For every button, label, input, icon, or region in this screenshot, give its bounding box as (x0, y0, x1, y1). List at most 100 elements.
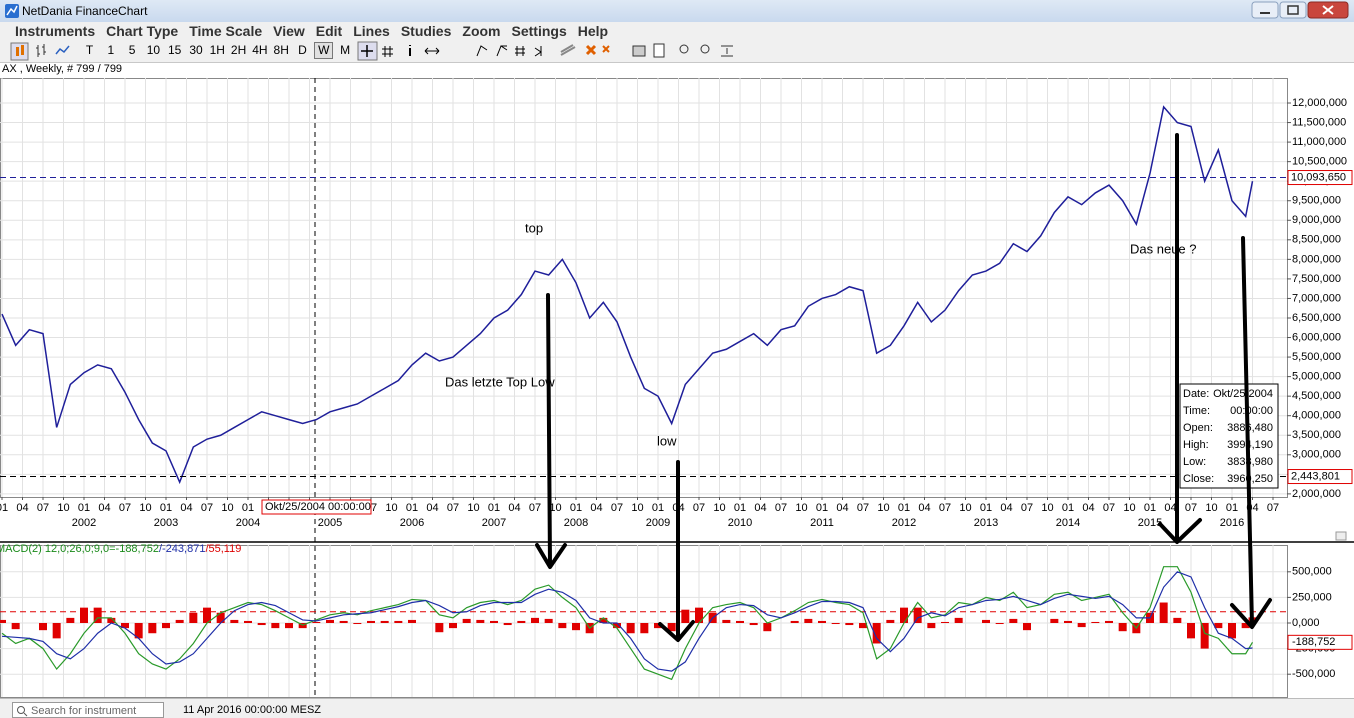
menu-item[interactable]: Studies (400, 23, 452, 39)
info-key: High: (1183, 439, 1209, 451)
info-key: Date: (1183, 388, 1209, 400)
y-tick-label: 4,500,000 (1292, 390, 1341, 402)
x-tick-label: 07 (529, 502, 541, 514)
menu-item[interactable]: Edit (315, 23, 343, 39)
menu-item[interactable]: Chart Type (106, 23, 179, 39)
zoom-in-button[interactable] (679, 44, 689, 54)
panel-button[interactable] (1335, 531, 1347, 541)
period-button[interactable]: 1H (209, 43, 225, 57)
period-button[interactable]: 2H (230, 43, 247, 57)
histogram-bar (93, 607, 102, 623)
menu-item[interactable]: Help (577, 23, 609, 39)
period-button[interactable]: W (314, 42, 334, 59)
zoom-fit-button[interactable] (721, 45, 733, 57)
search-input[interactable]: Search for instrument (12, 702, 164, 718)
period-button[interactable]: 8H (273, 43, 289, 57)
x-tick-label: 10 (1041, 502, 1053, 514)
y-tick-label: 8,000,000 (1292, 253, 1341, 265)
histogram-bar (640, 622, 649, 634)
year-label: 2008 (564, 517, 588, 529)
x-tick-label: 10 (139, 502, 151, 514)
year-label: 2009 (646, 517, 670, 529)
histogram-bar (954, 617, 963, 623)
bar-button[interactable] (36, 44, 46, 57)
x-tick-label: 07 (857, 502, 869, 514)
grid-button[interactable] (382, 46, 393, 57)
menu-item[interactable]: Settings (511, 23, 567, 39)
x-tick-label: 01 (1226, 502, 1238, 514)
legend-part: MACD(2) 12,0;26,0;9,0=-188,752 (0, 543, 159, 555)
zoom-out-button[interactable] (700, 44, 710, 54)
draw-tool[interactable] (560, 44, 576, 56)
year-label: 2002 (72, 517, 96, 529)
draw-tool[interactable] (534, 46, 542, 57)
scale-button[interactable] (424, 47, 440, 55)
annotation: Das letzte Top Low (445, 374, 555, 389)
x-tick-label: 04 (426, 502, 438, 514)
histogram-bar (1023, 622, 1031, 631)
draw-tool[interactable] (476, 45, 488, 57)
preview-button[interactable] (653, 43, 665, 58)
draw-tool[interactable] (496, 45, 508, 57)
x-tick-label: 01 (816, 502, 828, 514)
annotation: top (525, 220, 543, 235)
year-label: 2006 (400, 517, 424, 529)
period-button[interactable]: T (85, 43, 94, 57)
minimize-button[interactable] (1251, 1, 1279, 19)
period-button[interactable]: 30 (189, 43, 203, 57)
y-tick-label: -500,000 (1292, 668, 1335, 680)
y-tick-label: 8,500,000 (1292, 234, 1341, 246)
menu-item[interactable]: View (273, 23, 305, 39)
histogram-bar (845, 622, 854, 626)
delete-all-button[interactable] (602, 45, 610, 53)
period-button[interactable]: 5 (128, 43, 136, 57)
x-tick-label: 10 (1123, 502, 1135, 514)
y-tick-label: 0,000 (1292, 617, 1320, 629)
y-tick-label: 11,500,000 (1292, 116, 1346, 128)
menu-item[interactable]: Zoom (462, 23, 501, 39)
period-button[interactable]: 1 (107, 43, 115, 57)
period-button[interactable]: 10 (146, 43, 161, 57)
year-label: 2014 (1056, 517, 1080, 529)
menu-item[interactable]: Time Scale (189, 23, 263, 39)
arrow (658, 460, 695, 642)
candle-button[interactable] (10, 42, 29, 61)
period-button[interactable]: D (298, 43, 307, 57)
macd-line (1, 571, 1253, 672)
x-tick-label: 04 (1000, 502, 1012, 514)
menu-item[interactable]: Lines (353, 23, 390, 39)
histogram-bar (1091, 621, 1100, 623)
menu-item[interactable]: Instruments (15, 23, 96, 39)
maximize-button[interactable] (1279, 1, 1307, 19)
y-tick-label: 7,500,000 (1292, 273, 1341, 285)
y-tick-label: 5,500,000 (1292, 351, 1341, 363)
histogram-bar (804, 618, 813, 623)
y-tick-label: 2,000,000 (1292, 488, 1341, 500)
histogram-bar (913, 607, 922, 623)
period-button[interactable]: 15 (168, 43, 182, 57)
y-tick-label: 3,000,000 (1292, 449, 1341, 461)
y-tick-label: 5,000,000 (1292, 371, 1341, 383)
y-tick-label: 3,500,000 (1292, 429, 1341, 441)
histogram-bar (1200, 622, 1209, 649)
histogram-bar (203, 607, 211, 623)
histogram-bar (763, 622, 772, 632)
x-tick-label: 01 (898, 502, 910, 514)
histogram-bar (613, 622, 621, 629)
period-button[interactable]: M (340, 43, 351, 57)
x-tick-label: 01 (1144, 502, 1156, 514)
year-label: 2004 (236, 517, 260, 529)
line-button[interactable] (55, 45, 70, 55)
print-button[interactable] (632, 45, 646, 57)
toolbar: T 1 5 10 15 30 1H 2H 4H 8H D W M (0, 40, 1354, 63)
delete-button[interactable] (585, 44, 597, 56)
period-button[interactable]: 4H (252, 43, 268, 57)
draw-tool[interactable] (515, 46, 525, 56)
x-tick-label: 10 (467, 502, 479, 514)
price-panel-frame (0, 78, 1288, 498)
arrow (1230, 236, 1272, 629)
histogram-bar (667, 622, 676, 632)
histogram-bar (982, 619, 990, 623)
x-tick-label: 04 (836, 502, 848, 514)
